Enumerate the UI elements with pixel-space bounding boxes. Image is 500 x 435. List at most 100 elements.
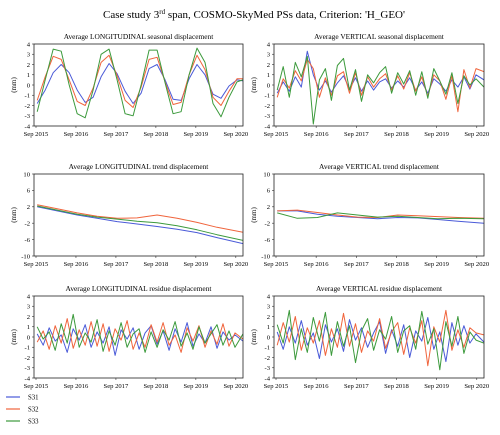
- y-tick-label: 1: [267, 324, 270, 331]
- x-tick-label: Sep 2020: [223, 131, 248, 138]
- y-tick-label: -6: [25, 237, 31, 244]
- x-tick-label: Sep 2015: [24, 383, 49, 390]
- x-tick-label: Sep 2019: [183, 131, 208, 138]
- x-tick-label: Sep 2019: [424, 261, 449, 268]
- y-tick-label: -1: [265, 93, 271, 100]
- y-tick-label: -4: [265, 375, 271, 382]
- y-tick-label: -4: [265, 123, 271, 130]
- x-tick-label: Sep 2016: [304, 131, 329, 138]
- y-tick-label: 1: [27, 72, 30, 79]
- panels: Average LONGITUDINAL seasonal displaceme…: [10, 32, 490, 390]
- x-tick-label: Sep 2016: [304, 261, 329, 268]
- y-tick-label: 3: [267, 52, 271, 59]
- panel-title: Average VERTICAL residue displacement: [316, 284, 443, 293]
- x-tick-label: Sep 2015: [24, 261, 49, 268]
- y-tick-label: -3: [25, 113, 31, 120]
- x-tick-label: Sep 2017: [344, 383, 369, 390]
- legend-label-s31: S31: [28, 395, 39, 402]
- x-tick-label: Sep 2016: [304, 383, 329, 390]
- series-line-s33: [276, 309, 484, 371]
- x-tick-label: Sep 2018: [384, 261, 409, 268]
- panel-title: Average LONGITUDINAL residue displacemen…: [66, 284, 213, 293]
- y-tick-label: -4: [25, 375, 31, 382]
- series-group: [276, 50, 484, 125]
- y-tick-label: 0: [27, 82, 31, 89]
- x-tick-label: Sep 2018: [384, 383, 409, 390]
- series-line-s33: [37, 205, 243, 241]
- y-tick-label: 1: [27, 324, 30, 331]
- x-tick-label: Sep 2015: [264, 131, 289, 138]
- y-tick-label: -1: [265, 345, 271, 352]
- y-tick-label: 4: [27, 293, 31, 300]
- x-tick-label: Sep 2018: [144, 131, 169, 138]
- series-group: [37, 204, 243, 245]
- y-tick-label: 0: [267, 82, 271, 89]
- y-tick-label: -3: [265, 365, 271, 372]
- x-tick-label: Sep 2018: [144, 261, 169, 268]
- series-group: [36, 313, 243, 356]
- x-tick-label: Sep 2018: [384, 131, 409, 138]
- y-tick-label: -2: [265, 355, 271, 362]
- y-axis-label: (mm): [10, 207, 18, 223]
- legend-label-s32: S32: [28, 407, 39, 414]
- y-tick-label: 6: [27, 188, 31, 195]
- y-tick-label: 2: [267, 204, 270, 211]
- axes-frame: [33, 295, 244, 379]
- axes-frame: [33, 43, 244, 127]
- x-tick-label: Sep 2017: [344, 261, 369, 268]
- y-tick-label: 2: [27, 204, 30, 211]
- y-tick-label: 2: [27, 62, 30, 69]
- y-tick-label: -2: [25, 221, 31, 228]
- y-tick-label: 3: [27, 304, 31, 311]
- figure-title-superscript: rd: [159, 8, 165, 16]
- chart-panel-2: Average VERTICAL seasonal displacement 4 3…: [250, 32, 490, 138]
- x-tick-label: Sep 2019: [424, 383, 449, 390]
- y-tick-label: -10: [261, 253, 270, 260]
- y-tick-label: -6: [265, 237, 271, 244]
- x-tick-label: Sep 2020: [223, 383, 248, 390]
- y-tick-label: 6: [267, 188, 271, 195]
- figure-title: Case study 3rd span, COSMO-SkyMed PSs da…: [103, 8, 405, 21]
- y-tick-label: -2: [265, 221, 271, 228]
- panel-title: Average VERTICAL seasonal displacement: [314, 32, 445, 41]
- x-tick-label: Sep 2017: [104, 261, 129, 268]
- x-tick-label: Sep 2015: [264, 383, 289, 390]
- y-tick-label: 4: [267, 293, 271, 300]
- y-tick-label: 4: [267, 41, 271, 48]
- x-tick-label: Sep 2016: [64, 383, 89, 390]
- y-tick-label: 10: [263, 171, 270, 178]
- y-tick-label: 1: [267, 72, 270, 79]
- y-tick-label: -1: [25, 345, 31, 352]
- x-tick-label: Sep 2016: [64, 131, 89, 138]
- axes-frame: [273, 173, 485, 257]
- x-tick-label: Sep 2016: [64, 261, 89, 268]
- y-tick-label: 3: [267, 304, 271, 311]
- panel-title: Average LONGITUDINAL trend displacement: [69, 162, 210, 171]
- series-line-s32: [37, 204, 243, 233]
- y-tick-label: 10: [23, 171, 30, 178]
- panel-title: Average VERTICAL trend displacement: [319, 162, 440, 171]
- axes-frame: [33, 173, 244, 257]
- x-tick-label: Sep 2020: [464, 383, 489, 390]
- series-line-s31: [277, 210, 484, 224]
- series-line-s32: [276, 309, 484, 367]
- x-tick-label: Sep 2019: [183, 261, 208, 268]
- series-line-s33: [277, 212, 484, 220]
- panel-title: Average LONGITUDINAL seasonal displaceme…: [64, 32, 215, 41]
- x-tick-label: Sep 2015: [24, 131, 49, 138]
- chart-panel-1: Average LONGITUDINAL seasonal displaceme…: [10, 32, 249, 138]
- chart-panel-5: Average LONGITUDINAL residue displacemen…: [10, 284, 249, 390]
- axes-frame: [273, 43, 485, 127]
- y-tick-label: 2: [27, 314, 30, 321]
- x-tick-label: Sep 2017: [104, 383, 129, 390]
- y-axis-label: (mm): [250, 77, 258, 93]
- y-tick-label: 3: [27, 52, 31, 59]
- x-tick-label: Sep 2017: [344, 131, 369, 138]
- series-line-s33: [36, 47, 243, 119]
- y-tick-label: -2: [25, 103, 31, 110]
- y-tick-label: 2: [267, 62, 270, 69]
- y-tick-label: 0: [267, 334, 271, 341]
- chart-panel-4: Average VERTICAL trend displacement 10 6 2 -…: [250, 162, 490, 268]
- x-tick-label: Sep 2020: [464, 261, 489, 268]
